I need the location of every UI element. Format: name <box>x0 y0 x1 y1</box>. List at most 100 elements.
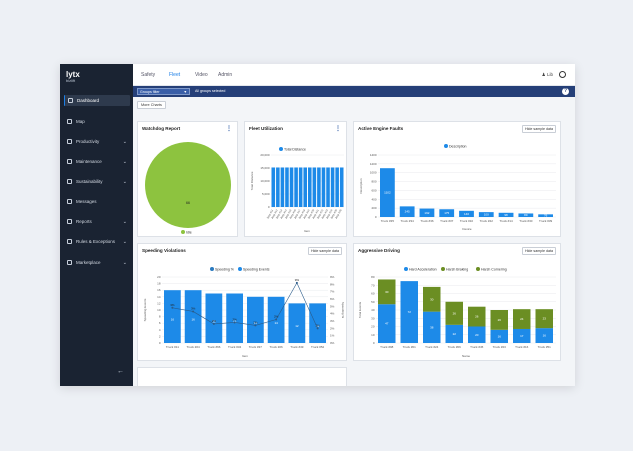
speeding-violations-card: Speeding Violations Hide sample data Spe… <box>137 243 347 361</box>
user-menu[interactable]: ♟ Lib <box>542 72 553 78</box>
x-tick-label: Jeep #20 <box>306 208 315 220</box>
x-tick-label: Jeep #22 <box>316 208 325 220</box>
bar-data-label: 26 <box>453 311 457 315</box>
top-navigation: Safety Fleet Video Admin ♟ Lib <box>133 64 575 86</box>
bar <box>321 167 326 207</box>
bar-data-label: 20 <box>475 333 479 337</box>
pie-slice <box>145 142 231 228</box>
x-tick-label: Truck #11 <box>166 345 179 349</box>
user-icon: ♟ <box>541 72 546 77</box>
topnav-fleet[interactable]: Fleet <box>169 72 181 78</box>
x-tick-label: Jeep #12 <box>270 208 279 220</box>
y2-axis-label: Speeding % <box>341 302 345 319</box>
x-tick-label: Truck #98 <box>380 345 394 349</box>
x-tick-label: Truck #34 <box>401 219 415 223</box>
bar-data-label: 16 <box>171 318 175 322</box>
speeding-chart: Speeding % Speeding Events201816141210864… <box>143 267 345 358</box>
account-icon[interactable] <box>559 71 566 78</box>
hide-sample-data-button[interactable]: Hide sample data <box>522 125 556 133</box>
sidebar-item-label: Marketplace <box>76 260 101 265</box>
bar-data-label: 245 <box>405 210 410 214</box>
x-tick-label: Truck #24 <box>425 345 439 349</box>
groups-filter-select[interactable]: Groups filter ▼ <box>137 88 190 95</box>
rules-icon <box>67 239 72 244</box>
y2-tick-label: 4% <box>330 312 335 316</box>
card-title: Aggressive Driving <box>358 248 400 253</box>
bar-segment <box>513 328 531 343</box>
y-tick-label: 20 <box>371 325 375 329</box>
sidebar-item-reports[interactable]: Reports ⌄ <box>64 216 130 227</box>
y-tick-label: 20,000 <box>260 153 270 157</box>
legend-label: Harsh Cornering <box>481 268 507 272</box>
bar <box>459 210 474 217</box>
bar <box>276 167 280 207</box>
bar <box>312 167 317 207</box>
x-tick-label: Jeep #19 <box>302 208 311 220</box>
legend-label: Hard Acceleration <box>409 268 437 272</box>
hide-sample-data-button[interactable]: Hide sample data <box>522 247 556 255</box>
legend-label: Harsh Braking <box>446 268 468 272</box>
sidebar-item-maintenance[interactable]: Maintenance ⌄ <box>64 156 130 167</box>
reports-icon <box>67 219 72 224</box>
more-options-icon[interactable]: ⋮ <box>226 126 232 132</box>
bar-segment <box>490 310 508 330</box>
legend-swatch <box>279 147 283 151</box>
y-tick-label: 0 <box>375 215 377 219</box>
topnav-video[interactable]: Video <box>195 72 208 78</box>
line-point <box>275 318 278 321</box>
bar-segment <box>378 279 396 305</box>
line-point <box>171 306 174 309</box>
bar-segment <box>400 281 418 343</box>
engine-faults-card: Active Engine Faults Hide sample data De… <box>353 121 561 237</box>
selection-text: All groups selected <box>195 89 226 93</box>
sidebar-item-map[interactable]: Map <box>64 116 130 127</box>
productivity-icon <box>67 139 72 144</box>
bar-data-label: 22 <box>453 332 457 336</box>
y-tick-label: 1000 <box>370 171 377 175</box>
sidebar-item-dashboard[interactable]: Dashboard <box>64 95 130 106</box>
x-axis-label: Item <box>304 229 310 233</box>
sidebar-item-productivity[interactable]: Productivity ⌄ <box>64 136 130 147</box>
logo[interactable]: lytx bizlift <box>66 70 80 83</box>
sidebar-item-label: Reports <box>76 219 92 224</box>
y-tick-label: 80 <box>371 275 375 279</box>
line-point <box>192 310 195 313</box>
bar-segment <box>513 309 531 329</box>
y-tick-label: 14 <box>157 295 161 299</box>
more-charts-button[interactable]: More Charts <box>137 101 166 109</box>
topnav-admin[interactable]: Admin <box>218 72 233 78</box>
x-tick-label: Truck #39 <box>539 219 553 223</box>
y-tick-label: 40 <box>371 308 375 312</box>
y-tick-label: 12 <box>157 301 161 305</box>
dashboard-icon <box>68 98 73 103</box>
help-icon[interactable]: ? <box>562 88 569 95</box>
bar <box>289 167 294 207</box>
bar-segment <box>423 286 441 312</box>
line-point <box>233 321 236 324</box>
y2-tick-label: 7% <box>330 290 335 294</box>
more-options-icon[interactable]: ⋮ <box>335 126 341 132</box>
hide-sample-data-button[interactable]: Hide sample data <box>308 247 342 255</box>
chevron-down-icon: ⌄ <box>122 138 127 145</box>
y2-tick-label: 8% <box>330 282 335 286</box>
sidebar-item-messages[interactable]: Messages <box>64 196 130 207</box>
sidebar-item-label: Dashboard <box>77 98 100 103</box>
y2-tick-label: 9% <box>330 275 335 279</box>
topnav-safety[interactable]: Safety <box>141 72 156 78</box>
logo-subtext: bizlift <box>66 78 76 83</box>
sidebar-item-rules-exceptions[interactable]: Rules & Exceptions ⌄ <box>64 236 130 247</box>
collapse-sidebar-icon[interactable]: ← <box>117 368 124 375</box>
bar <box>298 167 303 207</box>
bar <box>326 167 330 207</box>
bar-data-label: 12 <box>295 324 299 328</box>
legend-swatch <box>404 267 408 271</box>
x-tick-label: Truck #45 <box>470 345 484 349</box>
sidebar-item-label: Rules & Exceptions <box>76 239 116 244</box>
bar <box>288 303 306 343</box>
x-tick-label: Truck #24 <box>187 345 201 349</box>
sidebar-item-marketplace[interactable]: Marketplace ⌄ <box>64 257 130 268</box>
bar <box>317 167 321 207</box>
legend-label: Speeding Events <box>243 268 270 272</box>
dashboard-content: More Charts Watchdog Report ⋮ 66 Idle Fle… <box>133 97 575 386</box>
sidebar-item-sustainability[interactable]: Sustainability ⌄ <box>64 176 130 187</box>
